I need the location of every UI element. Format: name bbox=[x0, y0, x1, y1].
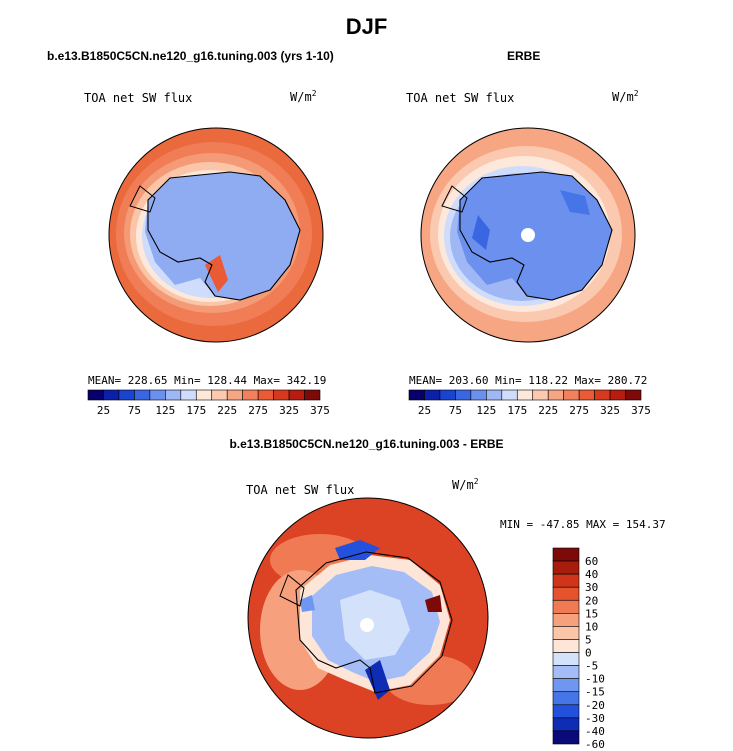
panel-1-colorbar-swatch bbox=[134, 389, 151, 401]
panel-2-colorbar-swatch bbox=[486, 389, 503, 401]
panel-3-colorbar-tick-label: 5 bbox=[585, 633, 592, 646]
panel-3-colorbar-swatch bbox=[552, 639, 580, 653]
panel-2-colorbar-swatch bbox=[625, 389, 642, 401]
panel-2-colorbar-swatch bbox=[532, 389, 549, 401]
model-polar-map bbox=[109, 128, 323, 342]
panel-1-colorbar-tick-label: 175 bbox=[186, 404, 206, 417]
panel-3-colorbar-tick-label: -20 bbox=[585, 699, 605, 712]
panel-1-colorbar-tick-label: 75 bbox=[128, 404, 141, 417]
panel-2-colorbar-tick-label: 175 bbox=[507, 404, 527, 417]
panel-1-units: W/m2 bbox=[290, 89, 317, 104]
difference-polar-map bbox=[248, 498, 488, 738]
panel-2-colorbar-tick-label: 75 bbox=[449, 404, 462, 417]
panel-1-colorbar-tick-label: 325 bbox=[279, 404, 299, 417]
panel-3-stats: MIN = -47.85 MAX = 154.37 bbox=[500, 518, 666, 531]
panel-3-colorbar-tick-label: 20 bbox=[585, 594, 598, 607]
page-title: DJF bbox=[345, 14, 388, 39]
panel-2-stats: MEAN= 203.60 Min= 118.22 Max= 280.72 bbox=[409, 374, 648, 387]
panel-3-colorbar-swatch bbox=[552, 573, 580, 588]
panel-3-colorbar-swatch bbox=[552, 652, 580, 666]
panel-3-colorbar-tick-label: -15 bbox=[585, 686, 605, 699]
panel-1-colorbar-swatch bbox=[180, 389, 197, 401]
panel-2-header: ERBE bbox=[507, 49, 541, 63]
panel-3-colorbar-swatch bbox=[552, 599, 580, 614]
panel-2-colorbar-swatch bbox=[547, 389, 564, 401]
panel-1-colorbar: 25 75 125 175 225 275 325 375 bbox=[87, 389, 330, 417]
model-map-border bbox=[108, 127, 324, 343]
panel-1-colorbar-swatch bbox=[273, 389, 290, 401]
panel-1-colorbar-tick-label: 125 bbox=[155, 404, 175, 417]
panel-1-variable: TOA net SW flux bbox=[84, 91, 193, 105]
panel-1-colorbar-swatch bbox=[165, 389, 182, 401]
panel-2-colorbar-tick-label: 375 bbox=[631, 404, 651, 417]
panel-2-colorbar-swatch bbox=[424, 389, 441, 401]
panel-1-colorbar-swatch bbox=[118, 389, 135, 401]
panel-2-colorbar-swatch bbox=[578, 389, 595, 401]
panel-2-colorbar-swatch bbox=[609, 389, 626, 401]
panel-3-variable: TOA net SW flux bbox=[246, 483, 355, 497]
panel-1-colorbar-tick-label: 25 bbox=[97, 404, 110, 417]
panel-3-colorbar-swatch bbox=[552, 730, 580, 745]
panel-1-colorbar-swatch bbox=[288, 389, 305, 401]
panel-2-colorbar-swatch bbox=[470, 389, 487, 401]
panel-3-colorbar-swatch bbox=[552, 691, 580, 706]
panel-3-colorbar-tick-label: 15 bbox=[585, 607, 598, 620]
panel-2-colorbar-swatch bbox=[516, 389, 534, 401]
panel-2-colorbar-swatch bbox=[455, 389, 472, 401]
panel-2-variable: TOA net SW flux bbox=[406, 91, 515, 105]
difference-map-border bbox=[247, 497, 489, 739]
panel-2-colorbar-swatch bbox=[563, 389, 580, 401]
erbe-map-border bbox=[420, 127, 636, 343]
panel-3-colorbar-tick-label: 0 bbox=[585, 647, 592, 660]
panel-3-colorbar-tick-label: -30 bbox=[585, 712, 605, 725]
panel-1-colorbar-tick-label: 375 bbox=[310, 404, 330, 417]
panel-2-colorbar-swatch bbox=[594, 389, 611, 401]
panel-2-colorbar-swatch bbox=[408, 389, 425, 401]
panel-3-colorbar-swatch bbox=[552, 704, 580, 719]
panel-3-colorbar-tick-label: 40 bbox=[585, 568, 598, 581]
panel-1-colorbar-tick-label: 275 bbox=[248, 404, 268, 417]
panel-3-colorbar-swatch bbox=[552, 560, 580, 575]
panel-1-colorbar-tick-label: 225 bbox=[217, 404, 237, 417]
panel-3-colorbar-swatch bbox=[552, 626, 580, 640]
panel-1-colorbar-swatch bbox=[87, 389, 104, 401]
panel-2-colorbar: 25 75 125 175 225 275 325 375 bbox=[408, 389, 651, 417]
panel-2-colorbar-tick-label: 125 bbox=[476, 404, 496, 417]
panel-3-header: b.e13.B1850C5CN.ne120_g16.tuning.003 - E… bbox=[229, 437, 504, 451]
panel-3-colorbar-tick-label: 30 bbox=[585, 581, 598, 594]
panel-1-colorbar-swatch bbox=[257, 389, 274, 401]
panel-3-colorbar-swatch bbox=[552, 613, 580, 627]
panel-3-colorbar-tick-label: -10 bbox=[585, 673, 605, 686]
panel-3-colorbar-tick-label: 10 bbox=[585, 620, 598, 633]
panel-3-colorbar-swatch bbox=[552, 547, 580, 562]
panel-1-colorbar-swatch bbox=[195, 389, 213, 401]
panel-1-colorbar-swatch bbox=[226, 389, 243, 401]
panel-1-colorbar-swatch bbox=[304, 389, 321, 401]
panel-3-units: W/m2 bbox=[452, 477, 479, 492]
panel-1-colorbar-swatch bbox=[103, 389, 120, 401]
panel-2-colorbar-swatch bbox=[501, 389, 518, 401]
panel-2-colorbar-tick-label: 225 bbox=[538, 404, 558, 417]
panel-3-colorbar-tick-label: -40 bbox=[585, 725, 605, 738]
panel-3-colorbar-swatch bbox=[552, 665, 580, 679]
panel-3-colorbar-swatch bbox=[552, 678, 580, 693]
panel-1-colorbar-swatch bbox=[149, 389, 166, 401]
panel-3-colorbar-tick-label: 60 bbox=[585, 555, 598, 568]
panel-3-colorbar-tick-label: -60 bbox=[585, 738, 605, 751]
panel-3-colorbar-swatch bbox=[552, 586, 580, 601]
panel-1-colorbar-swatch bbox=[242, 389, 259, 401]
erbe-polar-map bbox=[421, 128, 635, 342]
panel-1-stats: MEAN= 228.65 Min= 128.44 Max= 342.19 bbox=[88, 374, 327, 387]
panel-2-units: W/m2 bbox=[612, 89, 639, 104]
panel-1-colorbar-swatch bbox=[211, 389, 228, 401]
panel-2-colorbar-tick-label: 325 bbox=[600, 404, 620, 417]
panel-3-colorbar-tick-label: -5 bbox=[585, 660, 598, 673]
panel-1-header: b.e13.B1850C5CN.ne120_g16.tuning.003 (yr… bbox=[47, 49, 334, 63]
panel-2-colorbar-tick-label: 25 bbox=[418, 404, 431, 417]
panel-3-colorbar-swatch bbox=[552, 717, 580, 732]
panel-2-colorbar-tick-label: 275 bbox=[569, 404, 589, 417]
panel-2-colorbar-swatch bbox=[439, 389, 456, 401]
